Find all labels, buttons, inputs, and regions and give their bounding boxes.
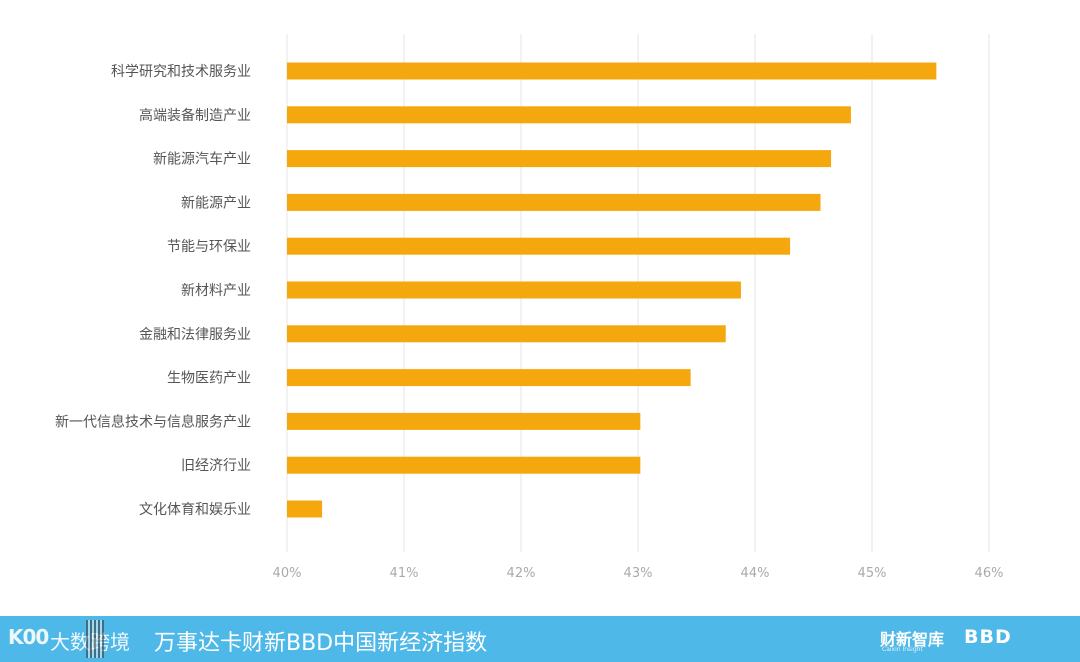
x-tick-label: 41%	[390, 566, 419, 581]
bar	[287, 456, 641, 474]
bbd-logo: BBD	[964, 626, 1012, 648]
qr-code-icon	[86, 620, 104, 658]
caixin-insight-logo: 财新智库	[880, 630, 945, 649]
x-tick-label: 40%	[273, 566, 302, 581]
category-label: 金融和法律服务业	[139, 327, 251, 343]
category-label: 新材料产业	[181, 283, 251, 299]
bar	[287, 237, 791, 255]
category-label: 新能源产业	[181, 195, 251, 211]
bar	[287, 412, 641, 430]
bar	[287, 500, 323, 518]
category-label: 科学研究和技术服务业	[111, 64, 251, 80]
bar	[287, 62, 937, 80]
category-label: 文化体育和娱乐业	[139, 502, 251, 518]
bar	[287, 281, 741, 299]
bar	[287, 193, 821, 211]
bar	[287, 325, 726, 343]
x-tick-label: 44%	[741, 566, 770, 581]
category-label: 生物医药产业	[167, 371, 251, 387]
bar	[287, 369, 691, 387]
category-label: 新能源汽车产业	[153, 151, 251, 168]
category-label: 新一代信息技术与信息服务产业	[55, 413, 251, 430]
x-tick-label: 45%	[858, 566, 887, 581]
x-tick-label: 42%	[507, 566, 536, 581]
caixin-insight-subtitle: Caixin Insight	[882, 646, 923, 653]
category-label: 节能与环保业	[167, 239, 251, 255]
bar	[287, 150, 832, 168]
x-tick-label: 43%	[624, 566, 653, 581]
bar-chart: 40% 41% 42% 43% 44% 45% 46% 科学研究和技术服务业高端装备制造产业新…	[55, 34, 1004, 581]
footer-banner: K00 大数跨境 万事达卡财新BBD中国新经济指数 财新智库 Caixin In…	[0, 616, 1080, 662]
bar	[287, 106, 851, 124]
watermark-logo: K00	[8, 625, 49, 649]
category-label: 高端装备制造产业	[139, 107, 251, 124]
footer-title: 万事达卡财新BBD中国新经济指数	[154, 631, 488, 656]
category-label: 旧经济行业	[181, 458, 251, 474]
x-tick-label: 46%	[975, 566, 1004, 581]
